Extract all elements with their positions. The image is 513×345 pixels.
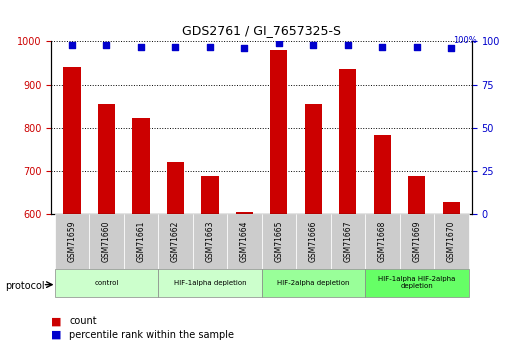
FancyBboxPatch shape — [89, 214, 124, 269]
Bar — [408, 176, 425, 214]
Bar — [270, 50, 287, 214]
Point — [275, 40, 283, 46]
Point — [137, 44, 145, 49]
FancyBboxPatch shape — [262, 214, 296, 269]
Text: control: control — [94, 280, 119, 286]
FancyBboxPatch shape — [296, 214, 330, 269]
FancyBboxPatch shape — [124, 214, 158, 269]
Point — [103, 42, 111, 48]
Text: GSM71665: GSM71665 — [274, 221, 283, 262]
Bar — [98, 104, 115, 214]
FancyBboxPatch shape — [55, 269, 158, 297]
Bar — [236, 212, 253, 214]
FancyBboxPatch shape — [434, 214, 468, 269]
Text: GSM71661: GSM71661 — [136, 221, 146, 262]
Title: GDS2761 / GI_7657325-S: GDS2761 / GI_7657325-S — [182, 24, 341, 38]
Text: GSM71666: GSM71666 — [309, 221, 318, 262]
Bar — [167, 162, 184, 214]
FancyBboxPatch shape — [400, 214, 434, 269]
Text: GSM71662: GSM71662 — [171, 221, 180, 262]
FancyBboxPatch shape — [158, 269, 262, 297]
Bar — [64, 67, 81, 214]
FancyBboxPatch shape — [158, 214, 193, 269]
Point — [171, 44, 180, 49]
Text: GSM71668: GSM71668 — [378, 221, 387, 262]
Text: GSM71670: GSM71670 — [447, 221, 456, 262]
Text: HIF-1alpha depletion: HIF-1alpha depletion — [173, 280, 246, 286]
FancyBboxPatch shape — [365, 269, 468, 297]
Text: GSM71667: GSM71667 — [343, 221, 352, 262]
Text: HIF-2alpha depletion: HIF-2alpha depletion — [277, 280, 349, 286]
Text: protocol: protocol — [5, 282, 45, 291]
Bar — [373, 135, 391, 214]
Bar — [443, 202, 460, 214]
Point — [447, 46, 456, 51]
Bar — [132, 118, 150, 214]
Text: ■: ■ — [51, 330, 62, 340]
Text: GSM71663: GSM71663 — [205, 221, 214, 262]
FancyBboxPatch shape — [193, 214, 227, 269]
FancyBboxPatch shape — [227, 214, 262, 269]
FancyBboxPatch shape — [330, 214, 365, 269]
Point — [412, 44, 421, 49]
Text: 100%: 100% — [453, 36, 477, 45]
Text: count: count — [69, 316, 97, 326]
Text: HIF-1alpha HIF-2alpha
depletion: HIF-1alpha HIF-2alpha depletion — [378, 276, 456, 289]
Point — [206, 44, 214, 49]
FancyBboxPatch shape — [365, 214, 400, 269]
Text: ■: ■ — [51, 316, 62, 326]
Point — [68, 42, 76, 48]
Text: GSM71660: GSM71660 — [102, 221, 111, 262]
Text: percentile rank within the sample: percentile rank within the sample — [69, 330, 234, 340]
Bar — [339, 69, 357, 214]
Text: GSM71664: GSM71664 — [240, 221, 249, 262]
FancyBboxPatch shape — [55, 214, 89, 269]
FancyBboxPatch shape — [262, 269, 365, 297]
Point — [240, 46, 248, 51]
Point — [309, 42, 318, 48]
Bar — [201, 176, 219, 214]
Point — [378, 44, 386, 49]
Bar — [305, 104, 322, 214]
Text: GSM71659: GSM71659 — [68, 221, 76, 262]
Text: GSM71669: GSM71669 — [412, 221, 421, 262]
Point — [344, 42, 352, 48]
